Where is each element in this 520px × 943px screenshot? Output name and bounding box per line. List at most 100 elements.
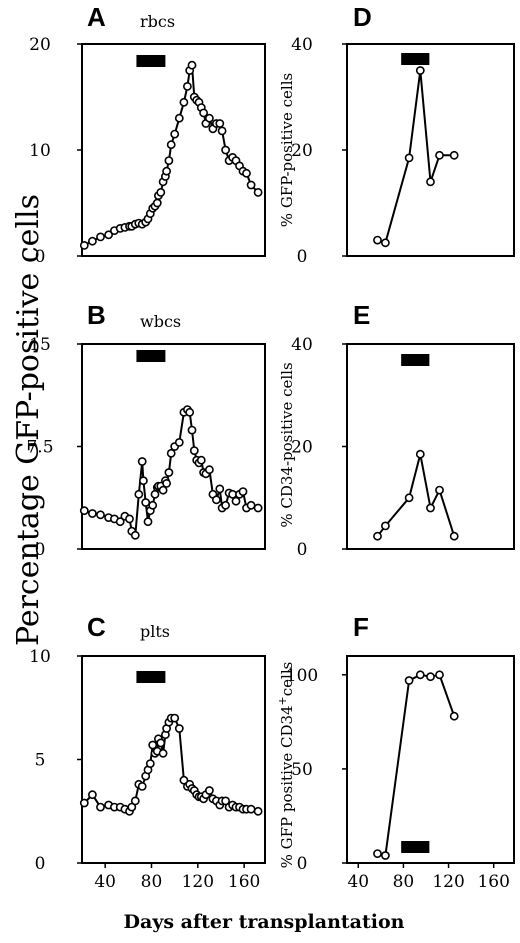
- panel-b-data-point: [88, 509, 97, 518]
- panel-a-data-point: [156, 187, 166, 197]
- panel-b-data-point: [253, 503, 263, 513]
- panel-b-ytick-label: 7.5: [26, 438, 53, 458]
- panel-a-data-point: [253, 187, 263, 197]
- panel-a-data-point: [166, 140, 176, 150]
- panel-b-data-point: [79, 506, 89, 516]
- panel-a-data-point: [242, 168, 251, 178]
- panel-d-data-point: [426, 177, 435, 187]
- panel-f-data-point: [435, 670, 444, 680]
- panel-c-frame: [81, 655, 266, 864]
- panel-a-data-point: [152, 198, 162, 208]
- panel-a-data-point: [204, 113, 214, 123]
- panel-d-letter: D: [353, 2, 372, 32]
- panel-c-data-point: [96, 802, 105, 812]
- panel-f-xtick-label: 120: [432, 872, 464, 892]
- panel-e-data-point: [435, 485, 444, 495]
- panel-a-data-point: [246, 180, 256, 190]
- panel-f-data-point: [415, 670, 425, 680]
- panel-b-data-point: [221, 500, 230, 510]
- panel-c-ytick-label: 0: [35, 854, 46, 874]
- panel-c-xtick-label: 80: [141, 872, 163, 892]
- panel-a-data-point: [79, 240, 89, 250]
- panel-b-data-point: [115, 517, 125, 527]
- panel-f-data-point: [426, 672, 435, 682]
- panel-a-data-point: [215, 119, 225, 128]
- panel-f-data-point: [449, 711, 459, 721]
- panel-b-data-point: [189, 446, 199, 455]
- panel-c-data-point: [174, 724, 184, 733]
- panel-b-data-point: [158, 485, 168, 495]
- panel-b-data-point: [164, 468, 174, 477]
- panel-b-data-point: [211, 495, 221, 505]
- panel-d: D % GFP-positive cells 0 20 40: [278, 2, 515, 267]
- panel-d-ytick-label: 40: [291, 35, 313, 55]
- panel-d-frame: [346, 43, 515, 257]
- panel-a-data-point: [187, 60, 197, 70]
- figure-ylabel: Percentage GFP-positive cells: [11, 194, 46, 646]
- panel-b: B wbcs 0 7.5 15: [26, 300, 266, 560]
- panel-c-xtick-label: 120: [182, 872, 214, 892]
- panel-c-treatment-bar: [136, 671, 166, 683]
- panel-d-data-point: [415, 66, 425, 75]
- panel-b-data-point: [231, 496, 241, 506]
- panel-c-data-point: [137, 782, 147, 791]
- panel-f-xtick-label: 40: [347, 872, 369, 892]
- panel-d-ytick-label: 0: [297, 247, 308, 267]
- panel-e-data-point: [426, 503, 435, 513]
- panel-b-data-point: [174, 437, 184, 447]
- panel-c-ytick-label: 5: [35, 751, 46, 771]
- panel-b-data-point: [187, 425, 197, 435]
- figure-xlabel: Days after transplantation: [124, 911, 405, 933]
- panel-b-data-point: [137, 457, 147, 466]
- panel-a-data-point: [221, 145, 230, 155]
- panel-b-data-point: [238, 487, 248, 496]
- panel-e-ytick-label: 20: [291, 438, 313, 458]
- panel-c-data-point: [88, 790, 97, 800]
- panel-c-data-point: [148, 740, 158, 750]
- panel-a-data-point: [104, 230, 113, 240]
- panel-f-ytick-label: 100: [286, 666, 318, 686]
- panel-b-treatment-bar: [136, 350, 166, 362]
- panel-b-ytick-label: 15: [29, 335, 51, 355]
- panel-b-data-point: [185, 407, 195, 417]
- panel-a-ytick-label: 0: [35, 247, 46, 267]
- panel-c-data-point: [145, 759, 155, 768]
- panel-b-data-point: [148, 500, 158, 510]
- panel-f-ylabel-suffix: cells: [278, 662, 296, 697]
- panel-e-ylabel: % CD34-positive cells: [278, 362, 296, 527]
- panel-c-data-point: [158, 748, 168, 758]
- panel-c: C plts 0 5 10 40 80 120 160: [29, 612, 266, 892]
- panel-a-data-point: [162, 166, 171, 176]
- panel-d-data-point: [449, 150, 459, 160]
- panel-b-data-point: [246, 500, 256, 510]
- panel-a-treatment-bar: [136, 55, 166, 67]
- panel-c-data-point: [79, 798, 89, 808]
- panel-b-data-point: [196, 455, 206, 465]
- panel-f-data-point: [373, 849, 382, 858]
- panel-b-data-point: [143, 517, 153, 527]
- panel-e-data-point: [373, 531, 382, 541]
- panel-e-data-point: [449, 531, 459, 541]
- panel-b-data-point: [138, 476, 148, 486]
- panel-c-data-point: [253, 806, 263, 816]
- panel-f-frame: [346, 655, 515, 864]
- panel-c-letter: C: [87, 612, 106, 642]
- panel-e-letter: E: [353, 300, 370, 330]
- panel-d-ytick-label: 20: [291, 141, 313, 161]
- panel-b-data-point: [141, 498, 151, 507]
- panel-d-treatment-bar: [401, 53, 430, 65]
- panel-a-data-point: [217, 126, 227, 136]
- panel-b-series-label: wbcs: [140, 312, 181, 331]
- panel-d-data-point: [404, 153, 414, 163]
- panel-f-series-line: [377, 673, 456, 857]
- panel-d-ylabel: % GFP-positive cells: [278, 73, 296, 227]
- panel-f-ytick-label: 50: [291, 760, 313, 780]
- panel-c-data-point: [204, 786, 214, 795]
- panel-e-ytick-label: 0: [297, 540, 308, 560]
- panel-f-data-point: [404, 676, 414, 685]
- panel-f-ylabel-prefix: % GFP positive CD34: [278, 705, 296, 868]
- panel-c-ytick-label: 10: [29, 647, 51, 667]
- panel-e-frame: [346, 343, 515, 550]
- panel-e-treatment-bar: [401, 354, 430, 366]
